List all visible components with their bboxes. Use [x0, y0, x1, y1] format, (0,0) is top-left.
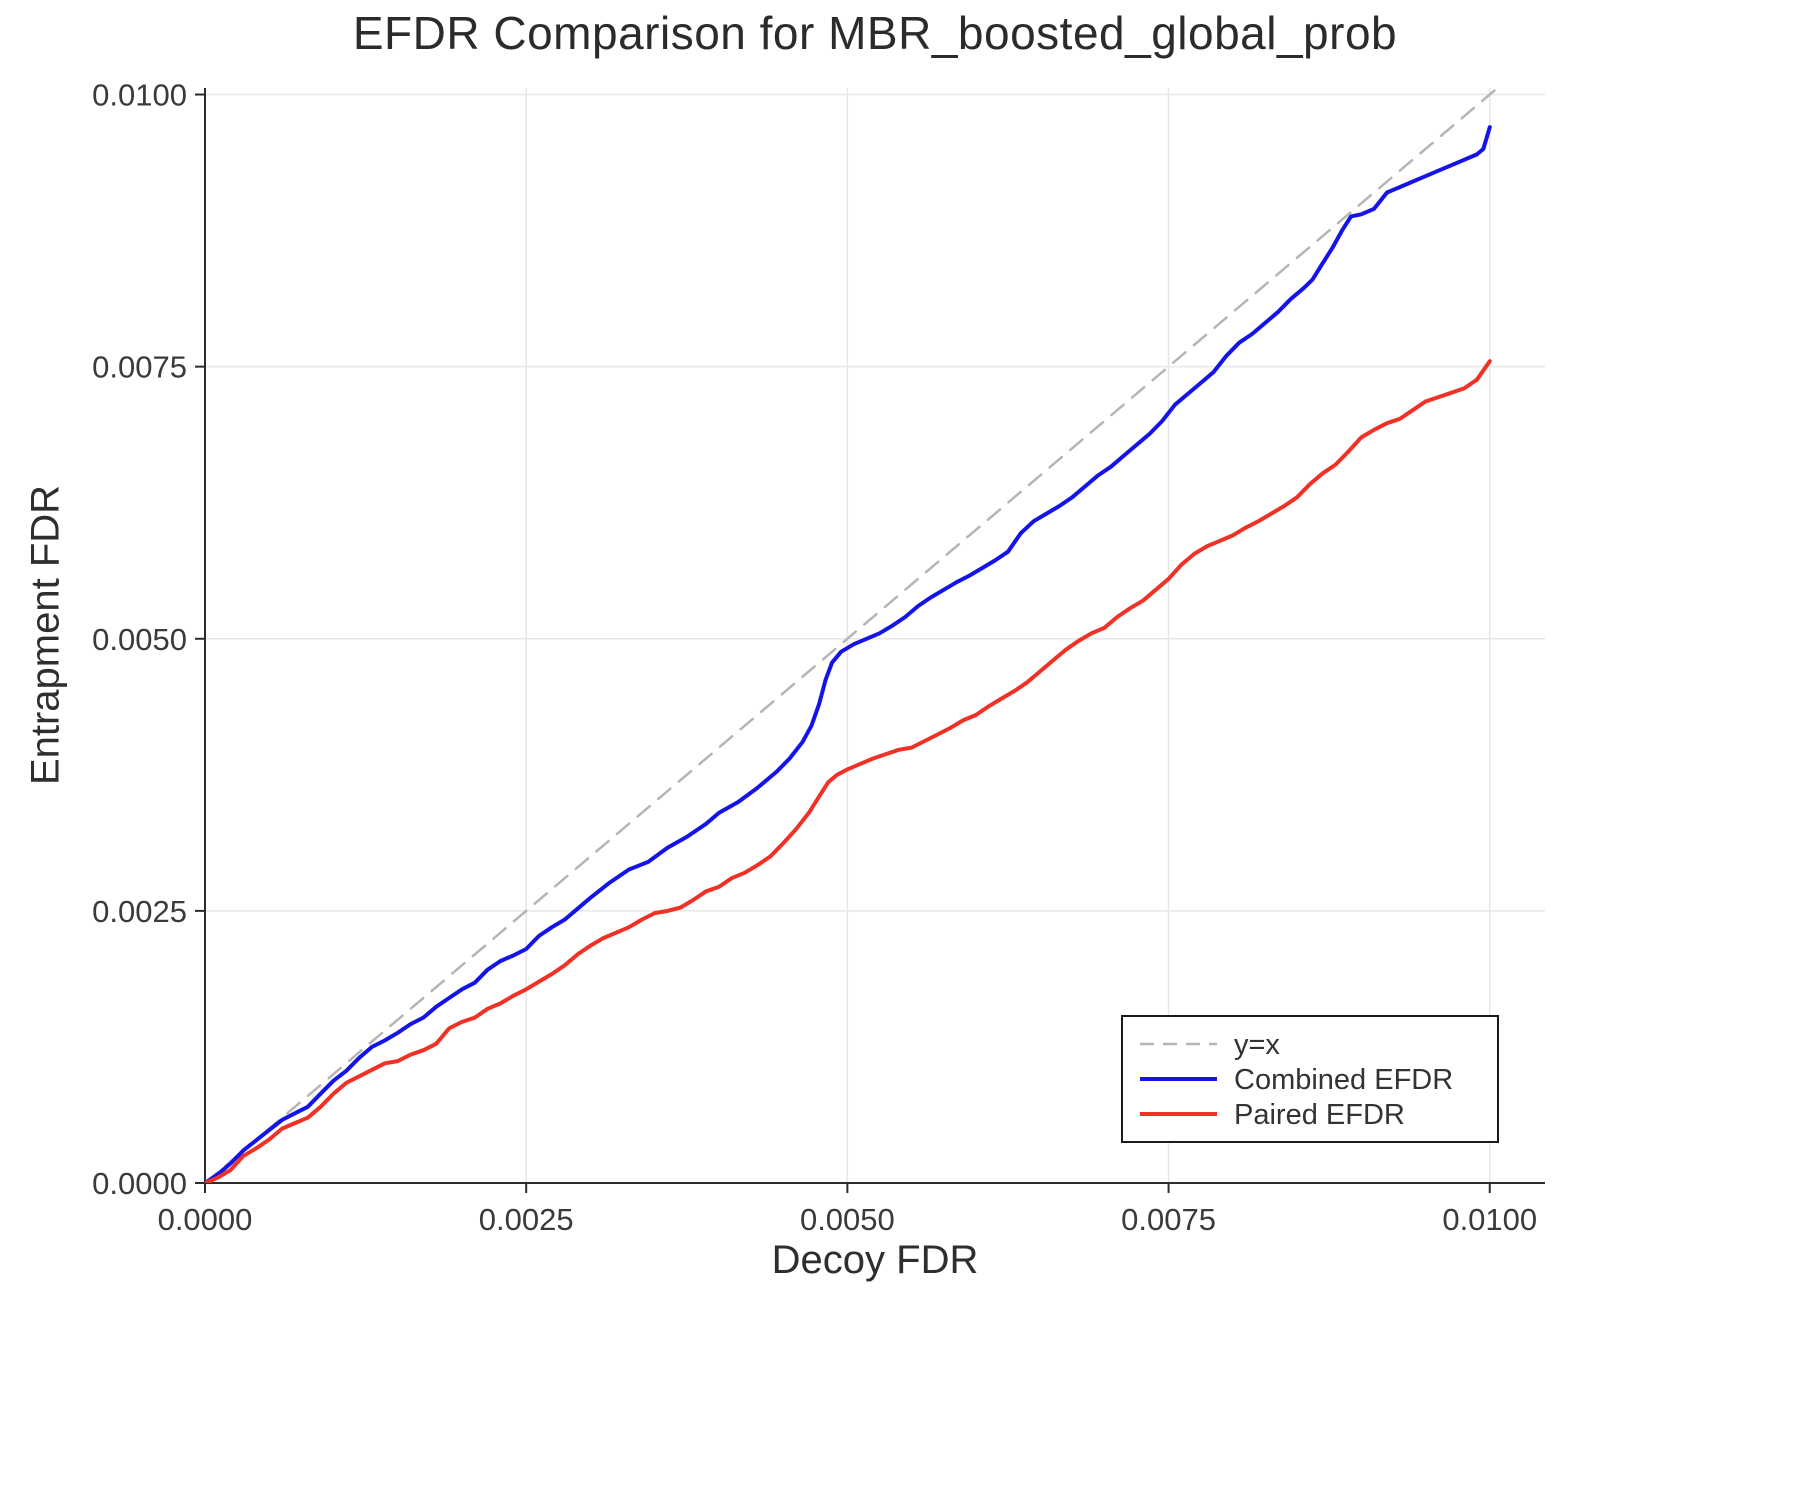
y-tick-label: 0.0100 — [92, 78, 187, 113]
y-tick-label: 0.0050 — [92, 622, 187, 657]
y-tick-label: 0.0075 — [92, 350, 187, 385]
y-tick-label: 0.0025 — [92, 894, 187, 929]
legend-label-paired: Paired EFDR — [1234, 1099, 1405, 1131]
y-tick-label: 0.0000 — [92, 1166, 187, 1201]
x-tick-label: 0.0075 — [1121, 1202, 1216, 1237]
x-tick-label: 0.0025 — [479, 1202, 574, 1237]
identity-line — [205, 88, 1500, 1183]
x-tick-label: 0.0100 — [1442, 1202, 1537, 1237]
legend-label-identity: y=x — [1234, 1029, 1280, 1061]
chart-title: EFDR Comparison for MBR_boosted_global_p… — [352, 7, 1398, 59]
combined-line — [205, 125, 1492, 1183]
x-tick-label: 0.0000 — [158, 1202, 253, 1237]
x-axis-label: Decoy FDR — [771, 1238, 979, 1282]
paired-line — [205, 359, 1492, 1183]
legend-label-combined: Combined EFDR — [1234, 1064, 1453, 1096]
x-tick-label: 0.0050 — [800, 1202, 895, 1237]
